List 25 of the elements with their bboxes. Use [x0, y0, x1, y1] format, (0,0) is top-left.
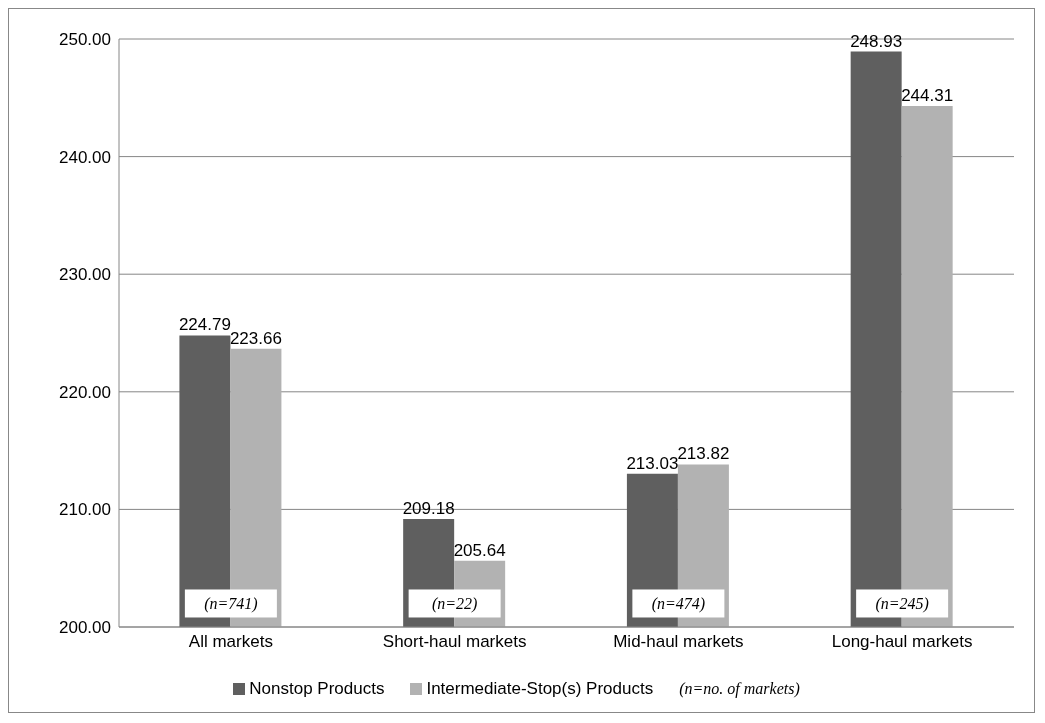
x-tick-label: Long-haul markets	[831, 632, 973, 652]
x-tick-label: Mid-haul markets	[613, 632, 744, 652]
data-label: 224.79	[178, 315, 231, 335]
data-label: 244.31	[901, 85, 954, 105]
legend-label: Intermediate-Stop(s) Products	[425, 679, 654, 699]
y-tick-label: 240.00	[59, 147, 111, 167]
data-label: 209.18	[402, 499, 455, 519]
annotation: (n=741)	[204, 595, 258, 614]
x-tick-label: Short-haul markets	[382, 632, 527, 652]
annotation: (n=474)	[651, 595, 706, 614]
x-tick-label: All markets	[188, 632, 273, 652]
y-tick-label: 210.00	[59, 500, 111, 520]
data-label: 223.66	[229, 328, 282, 348]
y-tick-label: 220.00	[59, 382, 111, 402]
annotation: (n=245)	[875, 595, 929, 614]
legend-label: Nonstop Products	[248, 679, 385, 699]
data-label: 248.93	[850, 31, 903, 51]
text: (n=no. of markets)	[679, 680, 800, 698]
annotation: (n=22)	[431, 595, 478, 614]
y-tick-label: 230.00	[59, 265, 111, 285]
y-tick-label: 200.00	[59, 618, 111, 638]
data-label: 213.82	[677, 444, 730, 464]
data-label: 205.64	[453, 540, 506, 560]
y-tick-label: 250.00	[59, 30, 111, 50]
data-label: 213.03	[626, 453, 679, 473]
